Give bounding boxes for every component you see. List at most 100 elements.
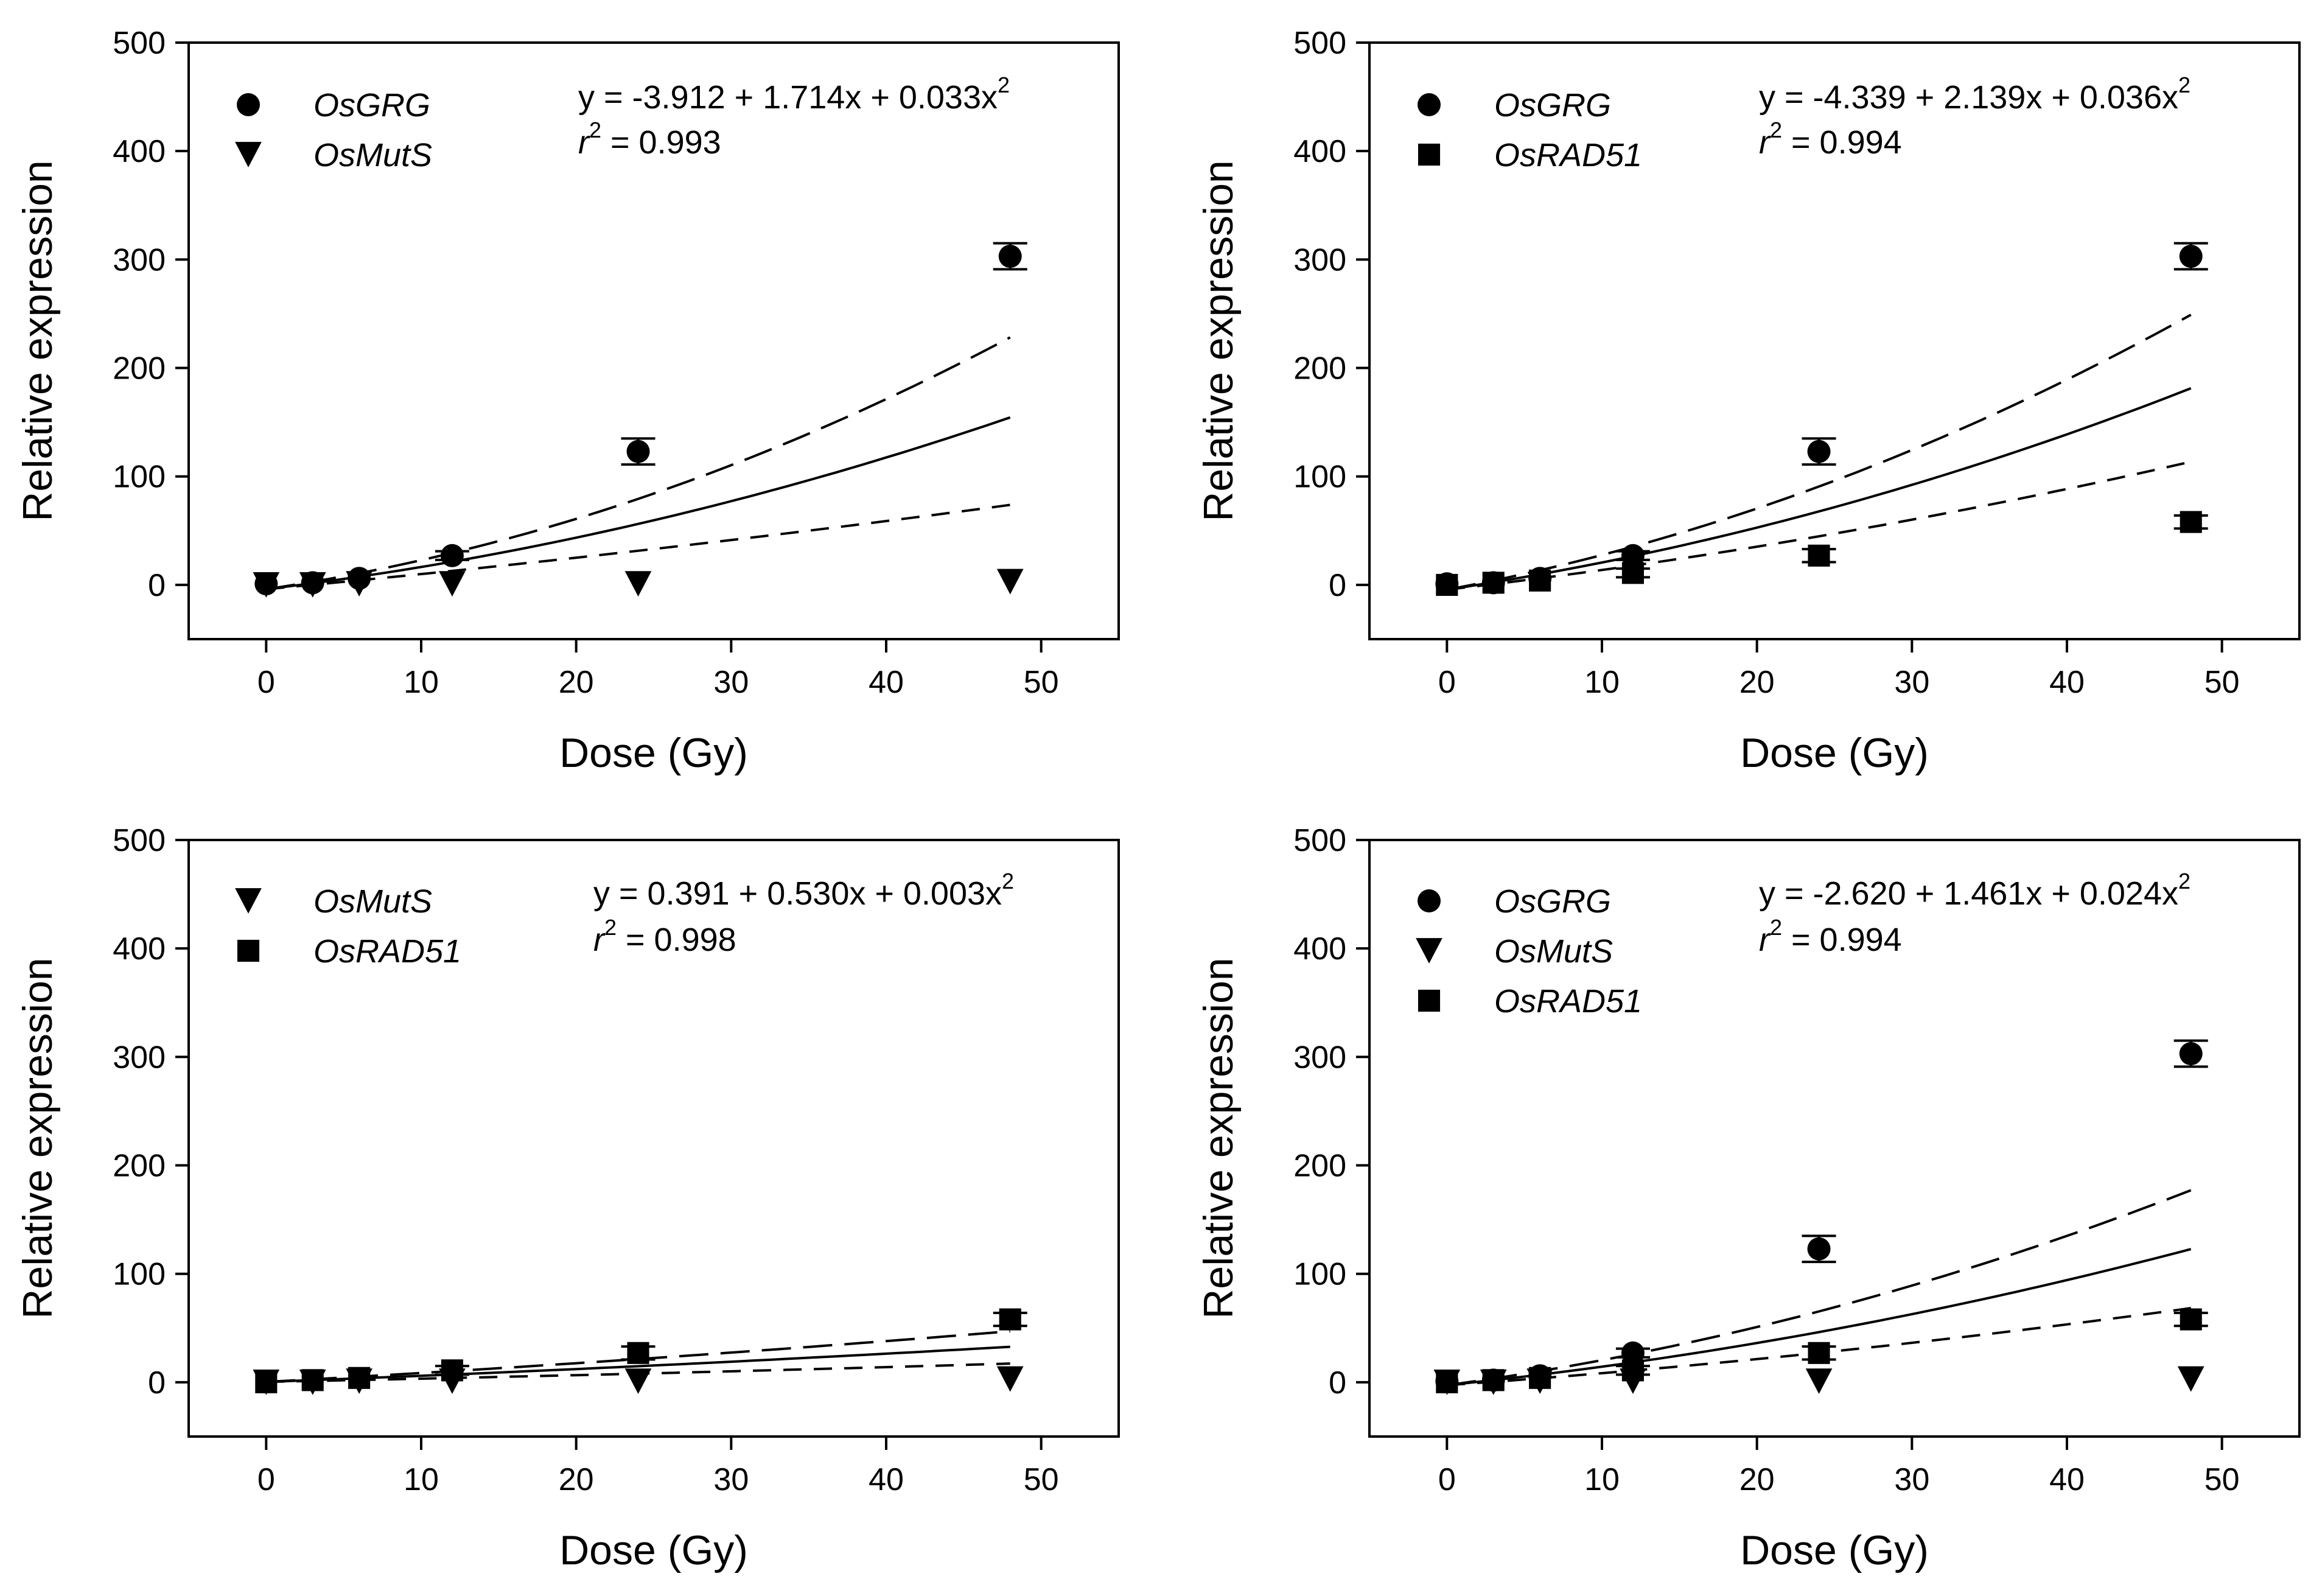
- data-point: [301, 1369, 324, 1391]
- y-tick-label: 0: [148, 568, 166, 603]
- confidence-upper-curve: [265, 336, 1011, 590]
- x-tick-label: 30: [713, 665, 749, 700]
- data-point: [2179, 1042, 2203, 1066]
- fit-equation-superscript: 2: [998, 72, 1010, 97]
- r-squared-symbol: r: [1759, 124, 1771, 161]
- data-point: [2177, 1366, 2204, 1392]
- y-tick-label: 100: [113, 460, 166, 495]
- y-tick-label: 500: [1293, 26, 1346, 61]
- x-tick-label: 10: [404, 1462, 439, 1497]
- r-squared: r2 = 0.994: [1759, 117, 1902, 161]
- legend-symbol-OsRAD51: [237, 939, 260, 962]
- fit-equation-text: y = -2.620 + 1.461x + 0.024x: [1759, 875, 2178, 912]
- y-tick-label: 500: [113, 26, 166, 61]
- legend-label: OsGRG: [1494, 87, 1611, 124]
- x-tick-label: 0: [257, 1462, 275, 1497]
- fit-equation-superscript: 2: [2178, 869, 2190, 894]
- y-tick-label: 300: [113, 1040, 166, 1075]
- x-tick-label: 40: [869, 1462, 904, 1497]
- fit-equation-superscript: 2: [1002, 869, 1014, 894]
- data-point: [1482, 572, 1505, 594]
- data-point: [626, 439, 650, 463]
- x-tick-label: 20: [559, 1462, 594, 1497]
- fit-equation: y = -4.339 + 2.139x + 0.036x2: [1759, 72, 2190, 116]
- chart-panel-top-right: 0 100 200 300 400 500 0 10 20 30 40 50 Dose (Gy) Rela…: [1195, 26, 2301, 776]
- confidence-upper-curve: [1447, 1189, 2192, 1387]
- data-point: [996, 1366, 1024, 1392]
- fit-equation-text: y = 0.391 + 0.530x + 0.003x: [593, 875, 1002, 912]
- data-point: [627, 1342, 649, 1364]
- x-tick-label: 50: [2204, 665, 2240, 700]
- data-point: [1808, 1342, 1830, 1364]
- plot-frame: [1368, 839, 2301, 1438]
- series-OsRAD51: [255, 1308, 1027, 1393]
- data-point: [624, 1368, 652, 1395]
- data-point: [1621, 1341, 1645, 1365]
- x-tick-label: 0: [1438, 1462, 1456, 1497]
- x-tick-label: 50: [1024, 665, 1059, 700]
- data-point: [253, 572, 280, 598]
- y-axis-title: Relative expression: [1195, 957, 1242, 1318]
- data-point: [998, 245, 1022, 268]
- legend-label: OsRAD51: [313, 933, 461, 970]
- fit-curve: [266, 416, 1011, 590]
- fit-curve: [1447, 1248, 2192, 1387]
- data-point: [1807, 439, 1831, 463]
- fit-equation-text: y = -3.912 + 1.714x + 0.033x: [578, 79, 998, 116]
- data-point: [1529, 1367, 1551, 1389]
- fit-equation-superscript: 2: [2178, 72, 2190, 97]
- y-tick-label: 300: [1293, 1040, 1346, 1075]
- confidence-lower-curve: [266, 503, 1010, 590]
- x-axis-title: Dose (Gy): [559, 1527, 748, 1573]
- r-squared-superscript: 2: [589, 117, 601, 142]
- y-tick-label: 300: [113, 242, 166, 278]
- x-tick-label: 20: [1739, 665, 1775, 700]
- legend-symbol-OsMutS: [1416, 938, 1442, 964]
- r-squared-superscript: 2: [1770, 117, 1782, 142]
- y-tick-label: 500: [1293, 823, 1346, 858]
- legend-symbol-OsGRG: [237, 93, 260, 116]
- x-tick-label: 20: [1739, 1462, 1775, 1497]
- r-squared-superscript: 2: [604, 915, 617, 940]
- x-axis-title: Dose (Gy): [559, 730, 748, 776]
- confidence-lower-curve: [1447, 460, 2192, 591]
- y-tick-label: 0: [148, 1365, 166, 1401]
- r-squared-symbol: r: [578, 124, 590, 161]
- y-tick-label: 400: [113, 931, 166, 967]
- plot-frame: [1368, 41, 2301, 640]
- chart-panel-bottom-left: 0 100 200 300 400 500 0 10 20 30 40 50 Dose (Gy) Rela…: [15, 823, 1120, 1573]
- legend-symbol-OsMutS: [235, 142, 262, 167]
- y-tick-label: 400: [1293, 931, 1346, 967]
- r-squared: r2 = 0.994: [1759, 915, 1902, 958]
- series-OsRAD51: [1436, 511, 2208, 596]
- data-point: [299, 572, 326, 598]
- y-tick-label: 0: [1329, 568, 1346, 603]
- x-tick-label: 50: [2204, 1462, 2240, 1497]
- series-OsGRG: [1435, 1039, 2208, 1393]
- x-tick-label: 10: [404, 665, 439, 700]
- legend-label: OsGRG: [1494, 883, 1611, 920]
- y-tick-label: 400: [113, 134, 166, 169]
- legend-symbol-OsRAD51: [1418, 143, 1441, 166]
- data-point: [1621, 562, 1644, 584]
- r-squared-value: = 0.994: [1782, 922, 1902, 958]
- r-squared-superscript: 2: [1770, 915, 1782, 940]
- chart-panel-top-left: 0 100 200 300 400 500 0 10 20 30 40 50 Dose (Gy) Rela…: [15, 26, 1120, 776]
- y-tick-label: 200: [113, 1149, 166, 1184]
- confidence-upper-curve: [1446, 313, 2192, 591]
- data-point: [624, 571, 652, 597]
- r-squared-value: = 0.993: [601, 124, 721, 161]
- legend-label: OsGRG: [313, 87, 430, 124]
- data-point: [346, 571, 372, 597]
- series-OsRAD51: [1436, 1308, 2208, 1393]
- legend-label: OsMutS: [313, 137, 432, 173]
- x-tick-label: 50: [1024, 1462, 1059, 1497]
- x-tick-label: 40: [2049, 665, 2085, 700]
- y-tick-label: 500: [113, 823, 166, 858]
- data-point: [1482, 1369, 1505, 1391]
- x-tick-label: 40: [869, 665, 904, 700]
- data-point: [1621, 544, 1645, 567]
- chart-panel-bottom-right: 0 100 200 300 400 500 0 10 20 30 40 50 Dose (Gy) Rela…: [1195, 823, 2301, 1573]
- r-squared: r2 = 0.998: [593, 915, 736, 958]
- r-squared-value: = 0.998: [617, 922, 736, 958]
